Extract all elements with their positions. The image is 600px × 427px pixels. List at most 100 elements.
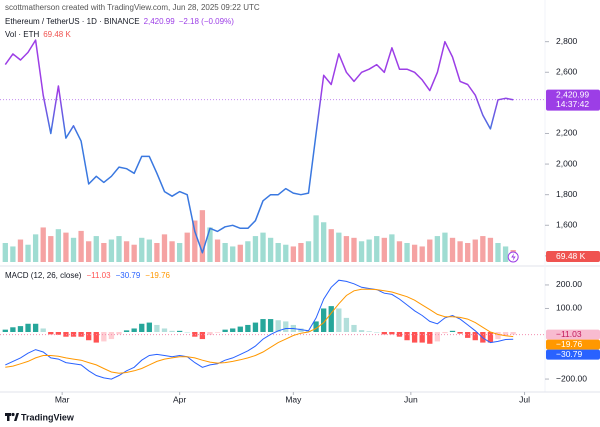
volume-title: Vol · ETH xyxy=(5,30,39,39)
macd-histogram-bar xyxy=(336,308,342,332)
macd-histogram-bar xyxy=(404,332,410,341)
volume-bar xyxy=(381,237,387,262)
macd-title: MACD (12, 26, close) xyxy=(5,271,82,280)
volume-label: 69.48 K xyxy=(556,251,586,261)
macd-histogram-bar xyxy=(313,321,319,332)
macd-line xyxy=(5,288,514,374)
volume-bar xyxy=(343,236,350,262)
volume-bar xyxy=(487,237,494,262)
macd-value-label: −11.03 xyxy=(556,329,582,339)
logo: TradingView xyxy=(5,412,75,422)
macd-histogram-bar xyxy=(245,324,251,332)
volume-bar xyxy=(245,241,251,262)
volume-bar xyxy=(154,242,160,262)
macd-histogram-bar xyxy=(237,326,243,332)
macd-histogram-bar xyxy=(275,320,281,332)
volume-bar xyxy=(298,242,304,262)
price-line xyxy=(4,39,514,254)
volume-bar xyxy=(419,246,425,262)
last-price-label: 2,420.99 xyxy=(556,89,589,99)
macd-histogram-bar xyxy=(465,332,471,338)
volume-bar xyxy=(169,241,175,262)
macd-histogram-bar xyxy=(40,328,46,332)
macd-histogram-bar xyxy=(199,332,206,340)
macd-histogram-bar xyxy=(328,306,334,332)
macd-histogram-bar xyxy=(214,332,221,333)
macd-histogram-bar xyxy=(222,329,228,332)
macd-histogram-bar xyxy=(389,332,395,335)
volume-bar xyxy=(146,239,152,262)
macd-histogram-bar xyxy=(457,332,463,334)
volume-bar xyxy=(161,234,168,262)
volume-bar xyxy=(207,227,213,262)
volume-bar xyxy=(237,244,243,262)
volume-bar xyxy=(40,227,46,262)
logo-mark xyxy=(14,413,19,421)
volume-bar xyxy=(404,242,410,262)
volume-bar xyxy=(351,237,357,262)
countdown: 14:37:42 xyxy=(556,99,589,109)
macd-histogram-bar xyxy=(123,330,130,332)
volume-bar xyxy=(336,232,342,262)
macd-histogram-bar xyxy=(108,332,115,340)
volume-bar xyxy=(374,236,380,262)
macd-histogram-bar xyxy=(139,323,145,332)
macd-histogram-bar xyxy=(343,317,350,332)
macd-histogram-bar xyxy=(63,332,69,337)
y-tick-label: 1,800 xyxy=(556,189,578,199)
y-tick-label: 2,800 xyxy=(556,36,578,46)
volume-bar xyxy=(313,215,319,262)
macd-value-box xyxy=(546,349,600,360)
macd-histogram-bar xyxy=(184,332,190,333)
macd-histogram-bar xyxy=(25,323,31,332)
macd-histogram-bar xyxy=(495,332,501,340)
macd-histogram-bar xyxy=(2,329,8,332)
macd-histogram-bar xyxy=(252,322,259,332)
header: scottmatherson created with TradingView.… xyxy=(5,3,260,280)
volume-bar xyxy=(93,236,99,262)
macd-histogram-bar xyxy=(17,326,24,332)
volume-bar xyxy=(32,234,39,262)
macd-value-label: −19.76 xyxy=(556,339,583,349)
volume-bar xyxy=(184,232,190,262)
volume-bar xyxy=(25,244,31,262)
last-price: 2,420.99 xyxy=(144,17,176,26)
volume-bar xyxy=(366,239,372,262)
last-price-box xyxy=(546,89,600,111)
volume-bar xyxy=(328,229,334,262)
logo-mark xyxy=(5,413,11,416)
volume-bar xyxy=(101,242,107,262)
x-tick-label: Jun xyxy=(404,394,418,404)
volume-bar xyxy=(260,232,266,262)
credit: scottmatherson created with TradingView.… xyxy=(5,3,260,12)
macd-histogram-bar xyxy=(70,332,77,337)
macd-histogram-bar xyxy=(366,331,372,332)
macd-histogram-bar xyxy=(411,332,418,343)
volume-bar xyxy=(78,230,84,262)
volume-bar xyxy=(230,246,236,262)
volume-bar xyxy=(275,242,281,262)
macd-histogram-bar xyxy=(93,332,99,343)
volume-bar xyxy=(290,246,296,262)
logo-mark xyxy=(11,412,15,417)
macd-histogram-bar xyxy=(154,324,160,332)
macd-histogram-bar xyxy=(32,323,39,332)
macd-histogram-bar xyxy=(502,332,509,336)
x-tick-label: Apr xyxy=(173,394,186,404)
volume-bar xyxy=(457,241,463,262)
volume-bar xyxy=(55,229,62,262)
volume-bar xyxy=(139,237,145,262)
macd-line xyxy=(5,279,514,380)
volume-bar xyxy=(2,242,8,262)
macd-value-label: −30.79 xyxy=(556,349,583,359)
volume-bar xyxy=(267,237,274,262)
macd-histogram-bar xyxy=(321,308,327,332)
macd-histogram-bar xyxy=(305,330,312,332)
volume-bar xyxy=(176,242,183,262)
volume-value: 69.48 K xyxy=(43,30,71,39)
macd-value: −30.79 xyxy=(116,271,141,280)
macd-histogram-bar xyxy=(351,324,357,332)
volume-bar xyxy=(396,241,403,262)
signal-value: −19.76 xyxy=(145,271,170,280)
